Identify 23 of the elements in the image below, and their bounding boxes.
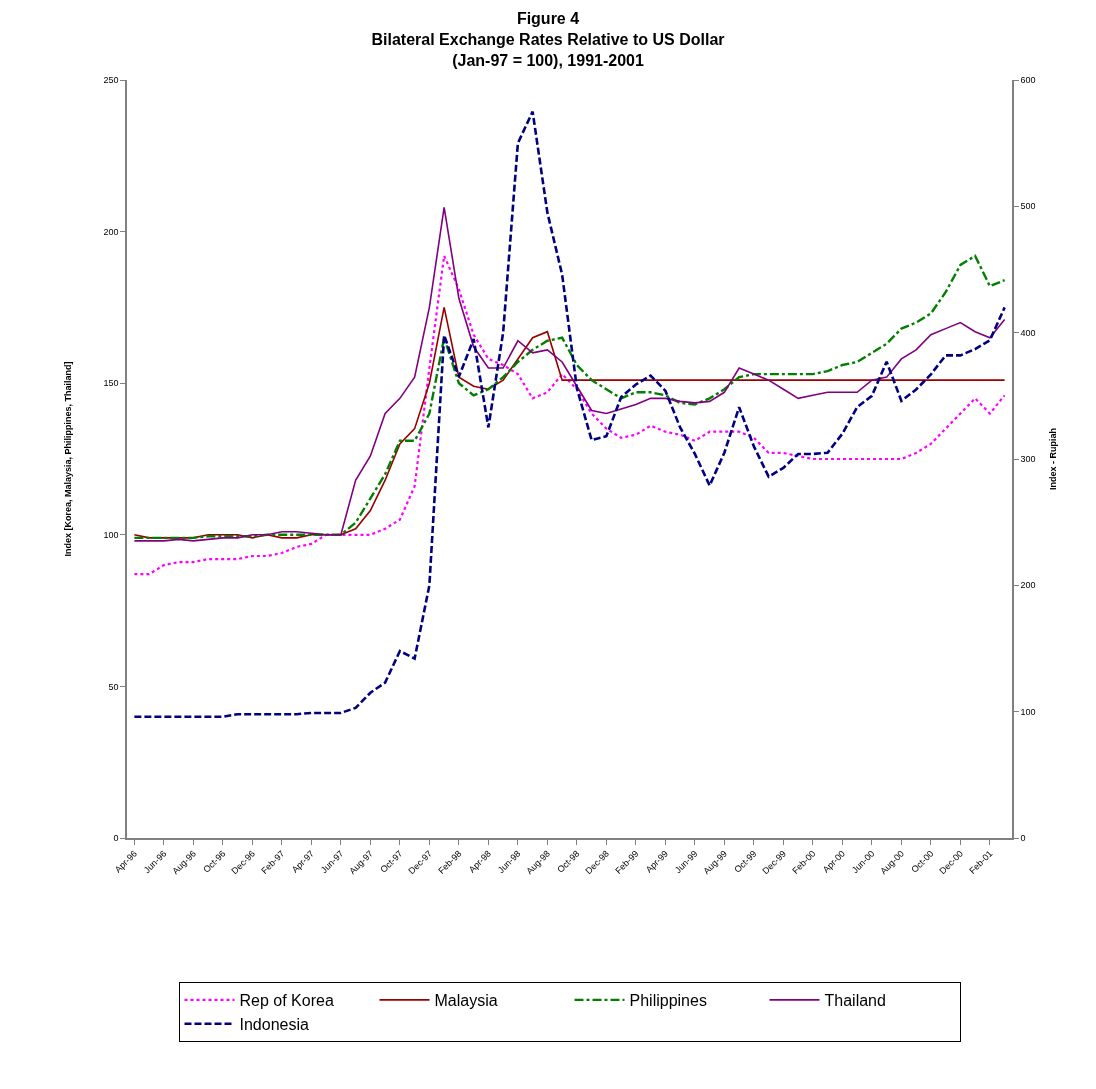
line-series: [133, 306, 1006, 539]
legend-label: Thailand: [824, 992, 886, 1010]
y-tick-label: 0: [113, 833, 119, 844]
y2-tick-label: 300: [1020, 454, 1036, 465]
chart-title: Figure 4 Bilateral Exchange Rates Relative to US Dollar (Jan-97 = 100), 1991-2001: [371, 9, 725, 69]
y2-tick-label: 500: [1020, 201, 1036, 212]
y-tick-label: 100: [103, 529, 119, 540]
y-tick-label: 250: [103, 75, 119, 86]
y2-tick-label: 600: [1020, 75, 1036, 86]
legend-label: Rep of Korea: [239, 992, 334, 1010]
y-tick-label: 150: [103, 378, 119, 389]
y2-tick-label: 0: [1020, 833, 1026, 844]
line-series: [133, 110, 1006, 719]
y2-axis-title: Index - Rupiah: [1047, 427, 1058, 491]
y2-tick-label: 200: [1020, 580, 1036, 591]
legend-label: Indonesia: [239, 1015, 309, 1033]
y-tick-label: 200: [103, 226, 119, 237]
y2-tick-label: 100: [1020, 706, 1036, 717]
legend-label: Philippines: [629, 992, 707, 1010]
y-axis-title: Index [Korea, Malaysia, Philippines, Thailand]: [63, 361, 74, 557]
y2-tick-label: 400: [1020, 327, 1036, 338]
legend-label: Malaysia: [434, 992, 498, 1010]
y-tick-label: 50: [108, 681, 119, 692]
